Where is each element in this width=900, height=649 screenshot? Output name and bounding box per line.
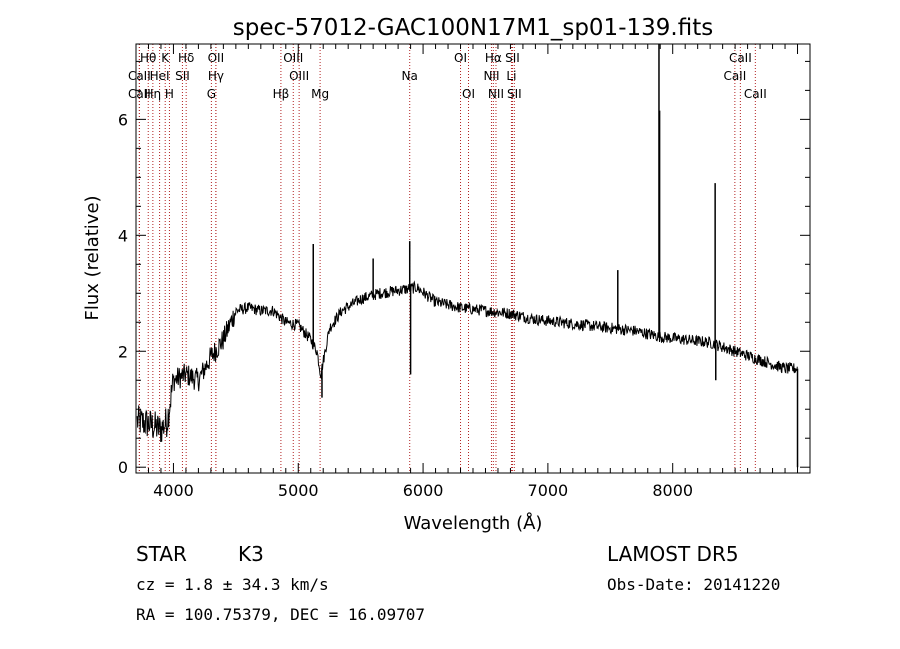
spectral-line-label: OII — [208, 51, 225, 65]
spectral-line-label: SII — [507, 87, 522, 101]
x-tick-label: 5000 — [278, 481, 319, 500]
spectral-line-label: Hδ — [178, 51, 194, 65]
spectral-line-label: OIII — [289, 69, 309, 83]
spectral-line-label: OI — [454, 51, 467, 65]
x-axis-label: Wavelength (Å) — [404, 512, 543, 534]
spectral-line-label: SII — [175, 69, 190, 83]
obs-date-text: Obs-Date: 20141220 — [607, 575, 780, 594]
spectral-line-label: Hθ — [140, 51, 156, 65]
object-subclass: K3 — [238, 542, 264, 566]
chart-title: spec-57012-GAC100N17M1_sp01-139.fits — [233, 15, 713, 41]
survey-name: LAMOST DR5 — [607, 542, 739, 566]
spectral-line-label: CaII — [744, 87, 767, 101]
y-axis: 0 2 4 6 — [118, 60, 810, 477]
spectral-line-label: Mg — [311, 87, 329, 101]
x-tick-label: 4000 — [153, 481, 194, 500]
spectral-line-label: Hγ — [208, 69, 224, 83]
spectral-line-label: HeI — [150, 69, 170, 83]
spectral-line-label: H — [165, 87, 174, 101]
spectral-line-label: CaII — [128, 69, 151, 83]
y-axis-label: Flux (relative) — [82, 195, 103, 320]
x-tick-label: 7000 — [528, 481, 569, 500]
y-tick-label: 4 — [118, 226, 128, 245]
spectral-line-label: K — [161, 51, 170, 65]
y-tick-label: 6 — [118, 110, 128, 129]
spectral-line-label: CaII — [723, 69, 746, 83]
redshift-text: cz = 1.8 ± 34.3 km/s — [136, 575, 329, 594]
spectral-line-label: OI — [462, 87, 475, 101]
x-axis: 4000 5000 6000 7000 8000 — [135, 44, 811, 500]
spectral-line-label: Na — [402, 69, 418, 83]
spectral-line-label: CaII — [128, 87, 151, 101]
coordinates-text: RA = 100.75379, DEC = 16.09707 — [136, 605, 425, 624]
spectral-line-label: NII — [488, 87, 504, 101]
x-tick-label: 8000 — [652, 481, 693, 500]
object-class: STAR — [136, 542, 187, 566]
spectral-line-label: G — [207, 87, 216, 101]
x-tick-label: 6000 — [403, 481, 444, 500]
spectral-line-label: Hη — [145, 87, 162, 101]
plot-frame — [135, 43, 811, 474]
spectral-line-label: SII — [505, 51, 520, 65]
spectral-line-label: NII — [483, 69, 499, 83]
spectral-line-label: Li — [506, 69, 516, 83]
y-tick-label: 2 — [118, 342, 128, 361]
spectrum-spikes — [312, 44, 799, 468]
spectral-line-label: CaII — [729, 51, 752, 65]
spectral-line-markers — [138, 44, 756, 473]
y-tick-label: 0 — [118, 458, 128, 477]
spectral-line-label: Hβ — [273, 87, 290, 101]
spectral-line-label: OIII — [283, 51, 303, 65]
spectrum-line — [136, 280, 798, 443]
spectral-line-label: Hα — [485, 51, 502, 65]
